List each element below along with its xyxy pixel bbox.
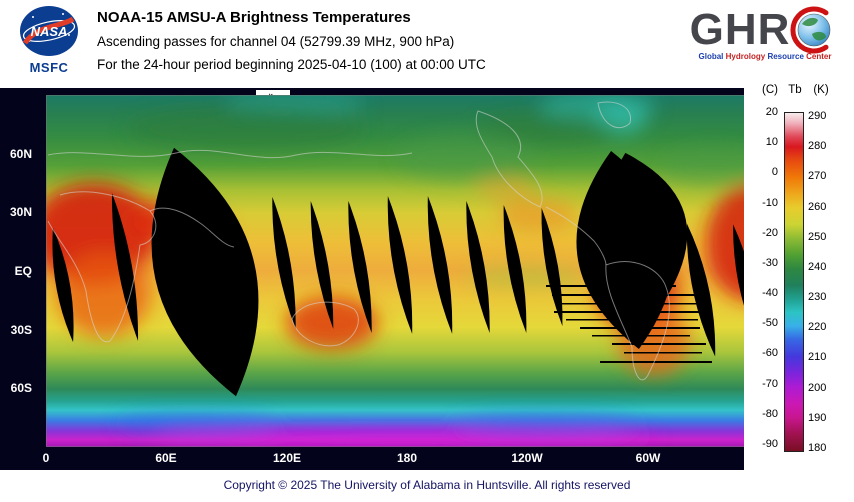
ghrc-logo-block: GHR Global Hydrology Resource Center bbox=[680, 4, 850, 61]
ghrc-tagline-word: Resource bbox=[767, 52, 804, 61]
colorbar-c-tick: 20 bbox=[765, 106, 778, 118]
colorbar-c-tick: -70 bbox=[762, 378, 778, 390]
ghrc-globe-icon bbox=[790, 6, 831, 54]
lon-label: 60W bbox=[635, 451, 661, 465]
colorbar-k-tick: 220 bbox=[808, 321, 827, 333]
subtitle-period: For the 24-hour period beginning 2025-04… bbox=[97, 57, 486, 72]
nasa-logo-block: NASA MSFC bbox=[10, 5, 88, 75]
colorbar-c-tick: -40 bbox=[762, 287, 778, 299]
colorbar-k-tick: 180 bbox=[808, 442, 827, 454]
subtitle-channel: Ascending passes for channel 04 (52799.3… bbox=[97, 34, 455, 49]
lon-label: 180 bbox=[396, 451, 418, 465]
map-coastlines bbox=[47, 101, 670, 381]
lat-label: 30N bbox=[9, 205, 32, 219]
colorbar-k-tick: 260 bbox=[808, 201, 827, 213]
ghrc-tagline-word: Hydrology bbox=[725, 52, 766, 61]
brightness-temperature-map bbox=[46, 95, 768, 447]
colorbar-unit-kelvin: (K) bbox=[813, 84, 829, 96]
lon-label: 120W bbox=[511, 451, 543, 465]
colorbar-c-tick: 10 bbox=[765, 136, 778, 148]
colorbar: (C) Tb (K) 20 10 0 -10 -20 -30 -40 -50 -… bbox=[744, 80, 854, 480]
map-missing-data-swaths bbox=[52, 147, 759, 397]
msfc-label: MSFC bbox=[29, 60, 69, 75]
colorbar-k-tick: 280 bbox=[808, 140, 827, 152]
lon-label: 60E bbox=[155, 451, 177, 465]
colorbar-unit-celsius: (C) bbox=[762, 84, 778, 96]
colorbar-k-tick: 210 bbox=[808, 351, 827, 363]
colorbar-c-tick: -20 bbox=[762, 227, 778, 239]
colorbar-k-tick: 200 bbox=[808, 382, 827, 394]
ghrc-tagline-word: Global bbox=[698, 52, 724, 61]
ghrc-logo-row: GHR bbox=[680, 4, 850, 56]
colorbar-k-tick: 240 bbox=[808, 261, 827, 273]
colorbar-c-tick: -60 bbox=[762, 347, 778, 359]
nasa-logo-text: NASA bbox=[31, 24, 68, 39]
ghrc-tagline: Global Hydrology Resource Center bbox=[680, 52, 850, 61]
lat-label: 30S bbox=[10, 323, 32, 337]
lat-label: 60S bbox=[10, 381, 32, 395]
lat-label: EQ bbox=[14, 264, 32, 278]
nasa-meatball-icon: NASA bbox=[20, 6, 78, 56]
title-block: NOAA-15 AMSU-A Brightness Temperatures A… bbox=[97, 9, 486, 80]
colorbar-c-tick: -80 bbox=[762, 408, 778, 420]
colorbar-c-tick: 0 bbox=[771, 166, 778, 178]
colorbar-gradient bbox=[784, 112, 804, 452]
lon-label: 0 bbox=[42, 451, 50, 465]
map-data-glitch-streaks bbox=[546, 285, 712, 363]
colorbar-k-tick: 250 bbox=[808, 231, 827, 243]
colorbar-unit-tb: Tb bbox=[788, 84, 802, 96]
footer-copyright: Copyright © 2025 The University of Alaba… bbox=[223, 478, 631, 492]
colorbar-c-tick: -30 bbox=[762, 257, 778, 269]
page-title: NOAA-15 AMSU-A Brightness Temperatures bbox=[97, 9, 411, 26]
colorbar-c-tick: -90 bbox=[762, 438, 778, 450]
colorbar-k-tick: 230 bbox=[808, 291, 827, 303]
ghrc-letters: GHR bbox=[689, 5, 791, 54]
colorbar-c-tick: -10 bbox=[762, 197, 778, 209]
lon-label: 120E bbox=[272, 451, 302, 465]
ghrc-tagline-word: Center bbox=[806, 52, 832, 61]
figure-panel: ⇤ bbox=[0, 88, 772, 470]
colorbar-k-tick: 190 bbox=[808, 412, 827, 424]
colorbar-k-tick: 290 bbox=[808, 110, 827, 122]
colorbar-c-tick: -50 bbox=[762, 317, 778, 329]
page-header: NASA MSFC NOAA-15 AMSU-A Brightness Temp… bbox=[0, 0, 854, 88]
colorbar-k-tick: 270 bbox=[808, 170, 827, 182]
lat-label: 60N bbox=[9, 147, 32, 161]
